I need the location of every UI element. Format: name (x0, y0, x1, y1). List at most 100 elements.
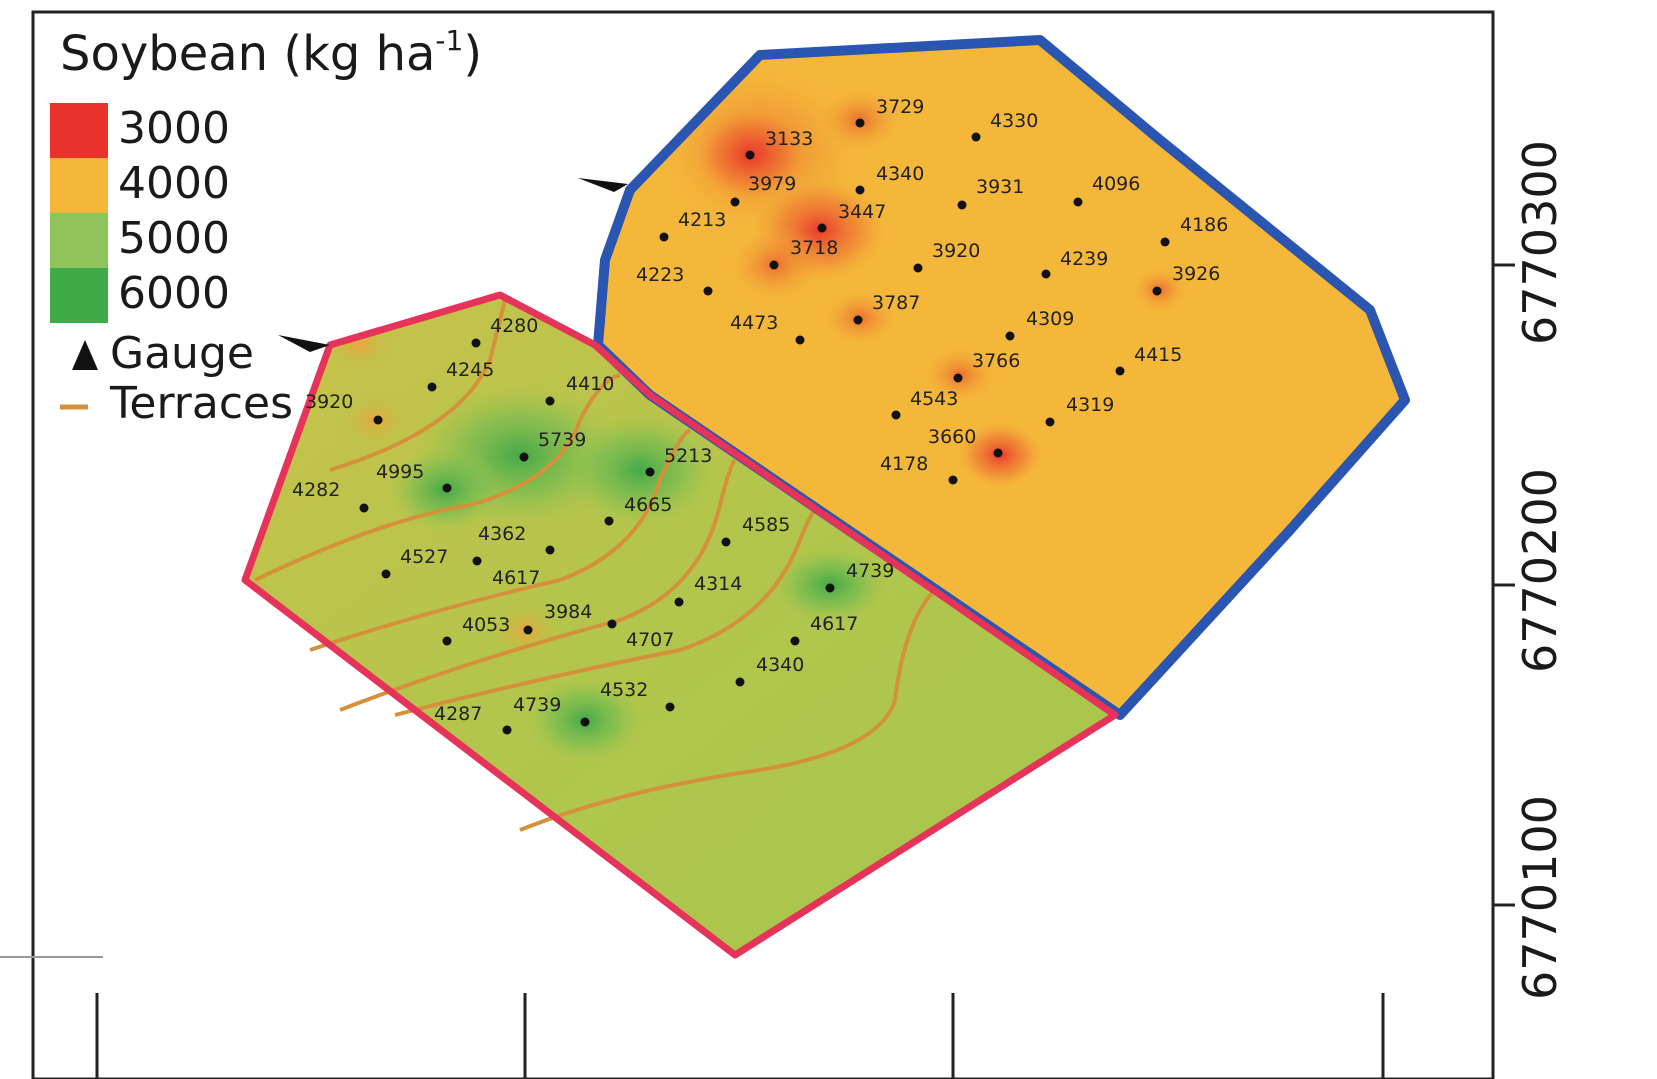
south-sample-points: 4280 4245 4410 3920 5739 5213 4995 4282 4665 4585… (292, 315, 894, 735)
sample-point (703, 286, 713, 296)
sample-point (735, 677, 745, 687)
sample-point-label: 4280 (490, 315, 538, 337)
sample-point-label: 4665 (624, 494, 672, 516)
sample-point (1160, 237, 1170, 247)
sample-point-label: 3787 (872, 292, 920, 314)
sample-point (1045, 417, 1055, 427)
y-tick-label: 6770200 (1513, 468, 1567, 673)
sample-point-label: 4543 (910, 388, 958, 410)
sample-point-label: 4707 (626, 629, 674, 651)
sample-point (523, 625, 533, 635)
legend-swatch (50, 268, 108, 323)
sample-point-label: 3926 (1172, 263, 1220, 285)
sample-point (659, 232, 669, 242)
y-tick-label: 6770100 (1513, 795, 1567, 1000)
sample-point-label: 3766 (972, 350, 1020, 372)
sample-point (721, 537, 731, 547)
sample-point (953, 373, 963, 383)
sample-point (993, 448, 1003, 458)
sample-point (502, 725, 512, 735)
sample-point (442, 483, 452, 493)
sample-point (427, 382, 437, 392)
sample-point-label: 4415 (1134, 344, 1182, 366)
north-sample-points: 3729 4330 3133 4340 3979 3931 4096 3447 4213 4186… (636, 96, 1228, 485)
sample-point-label: 4053 (462, 614, 510, 636)
sample-point (855, 118, 865, 128)
sample-point (645, 467, 655, 477)
sample-point-label: 4330 (990, 110, 1038, 132)
x-axis-ticks (95, 993, 1385, 1079)
sample-point-label: 4096 (1092, 173, 1140, 195)
sample-point (472, 556, 482, 566)
sample-point-label: 4319 (1066, 394, 1114, 416)
sample-point (359, 503, 369, 513)
sample-point-label: 4245 (446, 359, 494, 381)
sample-point (545, 545, 555, 555)
terraces (254, 299, 937, 832)
sample-point-label: 4995 (376, 461, 424, 483)
sample-point-label: 4532 (600, 679, 648, 701)
sample-point-label: 4239 (1060, 248, 1108, 270)
sample-point (1115, 366, 1125, 376)
legend-class-label: 4000 (118, 158, 230, 209)
sample-point (855, 185, 865, 195)
sample-point (730, 197, 740, 207)
gauge-legend-icon (72, 340, 98, 370)
sample-point (1152, 286, 1162, 296)
sample-point-label: 4186 (1180, 214, 1228, 236)
sample-point-label: 3729 (876, 96, 924, 118)
sample-point-label: 5213 (664, 445, 712, 467)
legend-class-label: 3000 (118, 103, 230, 154)
sample-point (825, 583, 835, 593)
sample-point (545, 396, 555, 406)
sample-point-label: 3931 (976, 176, 1024, 198)
north-gauge-marker (578, 178, 628, 192)
sample-point-label: 3984 (544, 601, 592, 623)
legend-swatch (50, 158, 108, 213)
sample-point (817, 223, 827, 233)
sample-point-label: 4617 (810, 613, 858, 635)
sample-point (665, 702, 675, 712)
sample-point (745, 150, 755, 160)
sample-point (853, 315, 863, 325)
sample-point-label: 3920 (305, 391, 353, 413)
sample-point (891, 410, 901, 420)
sample-point-label: 3920 (932, 240, 980, 262)
sample-point (948, 475, 958, 485)
legend-class-label: 5000 (118, 213, 230, 264)
sample-point (913, 263, 923, 273)
sample-point-label: 4739 (846, 560, 894, 582)
sample-point (1005, 331, 1015, 341)
sample-point-label: 4340 (876, 163, 924, 185)
sample-point (604, 516, 614, 526)
sample-point-label: 5739 (538, 429, 586, 451)
sample-point-label: 4473 (730, 312, 778, 334)
sample-point (1041, 269, 1051, 279)
sample-point (769, 260, 779, 270)
sample-point-label: 4223 (636, 264, 684, 286)
sample-point-label: 4340 (756, 654, 804, 676)
legend-title: Soybean (kg ha-1) (60, 24, 482, 82)
sample-point-label: 3979 (748, 173, 796, 195)
sample-point-label: 4213 (678, 209, 726, 231)
north-field-boundary (593, 35, 1410, 720)
gauge-legend-label: Gauge (110, 328, 254, 379)
legend-swatch (50, 213, 108, 268)
sample-point (790, 636, 800, 646)
sample-point (674, 597, 684, 607)
sample-point-label: 4178 (880, 453, 928, 475)
sample-point-label: 3447 (838, 201, 886, 223)
sample-point (1073, 197, 1083, 207)
sample-point (580, 717, 590, 727)
sample-point (519, 452, 529, 462)
sample-point (607, 619, 617, 629)
sample-point-label: 4309 (1026, 308, 1074, 330)
sample-point (381, 569, 391, 579)
sample-point-label: 4362 (478, 523, 526, 545)
sample-point-label: 4617 (492, 567, 540, 589)
sample-point (971, 132, 981, 142)
sample-point-label: 4410 (566, 373, 614, 395)
sample-point-label: 4287 (434, 703, 482, 725)
south-gauge-marker (278, 335, 330, 352)
